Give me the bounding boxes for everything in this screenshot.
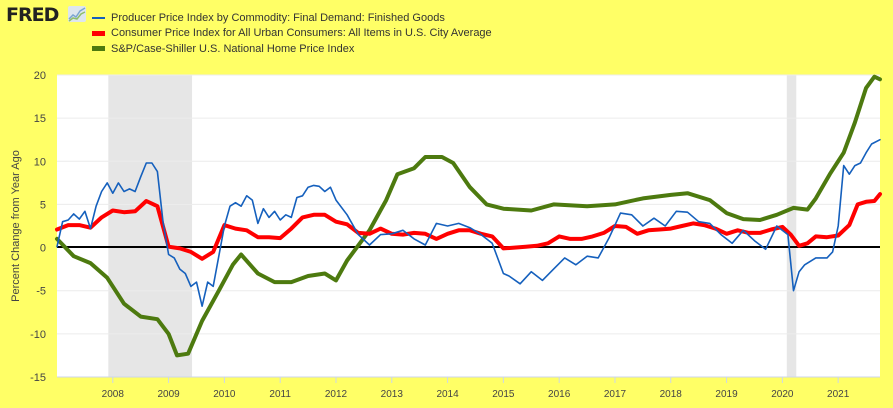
recession-band (786, 75, 797, 377)
ppi-line (56, 138, 881, 308)
recession-shading (108, 75, 797, 377)
x-tick-label: 2015 (492, 389, 515, 400)
x-tick-label: 2018 (660, 389, 683, 400)
y-tick-label: -10 (30, 329, 46, 341)
legend-swatch-case-shiller (92, 46, 105, 52)
x-tick-label: 2010 (213, 389, 236, 400)
legend-swatch-cpi (92, 30, 105, 36)
legend-swatch-ppi (92, 16, 105, 19)
legend-item-case-shiller[interactable]: S&P/Case-Shiller U.S. National Home Pric… (92, 41, 492, 57)
x-tick-label: 2012 (325, 389, 348, 400)
x-tick-label: 2019 (715, 389, 738, 400)
x-tick-label: 2011 (269, 389, 291, 400)
x-tick-label: 2020 (771, 389, 794, 400)
legend: Producer Price Index by Commodity: Final… (92, 10, 492, 57)
y-axis-label: Percent Change from Year Ago (10, 150, 22, 302)
x-tick-label: 2017 (604, 389, 627, 400)
y-tick-label: 5 (40, 199, 46, 211)
y-tick-label: -15 (30, 372, 46, 384)
y-tick-label: 20 (34, 70, 46, 82)
y-tick-label: 10 (34, 156, 46, 168)
recession-band (108, 75, 193, 377)
legend-item-ppi[interactable]: Producer Price Index by Commodity: Final… (92, 10, 492, 26)
fred-logo[interactable]: FRED (6, 4, 59, 26)
case-shiller-line (55, 74, 882, 358)
x-tick-label: 2014 (436, 389, 459, 400)
y-tick-label: -5 (36, 286, 46, 298)
y-tick-label: 15 (34, 113, 46, 125)
x-tick-label: 2016 (548, 389, 571, 400)
y-axis-ticks: 20 15 10 5 0 -5 -10 -15 (30, 70, 46, 384)
x-tick-label: 2021 (827, 389, 850, 400)
legend-label-ppi: Producer Price Index by Commodity: Final… (111, 11, 445, 24)
plot-area (57, 75, 880, 377)
x-tick-label: 2008 (102, 389, 125, 400)
legend-item-cpi[interactable]: Consumer Price Index for All Urban Consu… (92, 26, 492, 42)
y-tick-label: 0 (40, 243, 46, 255)
x-tick-label: 2013 (381, 389, 404, 400)
legend-label-cpi: Consumer Price Index for All Urban Consu… (111, 27, 492, 40)
series-lines (55, 74, 882, 358)
chart-line-icon (68, 6, 86, 22)
x-axis-ticks: 2008 2009 2010 2011 2012 2013 2014 2015 2016 2017… (57, 376, 880, 400)
legend-label-case-shiller: S&P/Case-Shiller U.S. National Home Pric… (111, 42, 355, 55)
x-tick-label: 2009 (157, 389, 180, 400)
